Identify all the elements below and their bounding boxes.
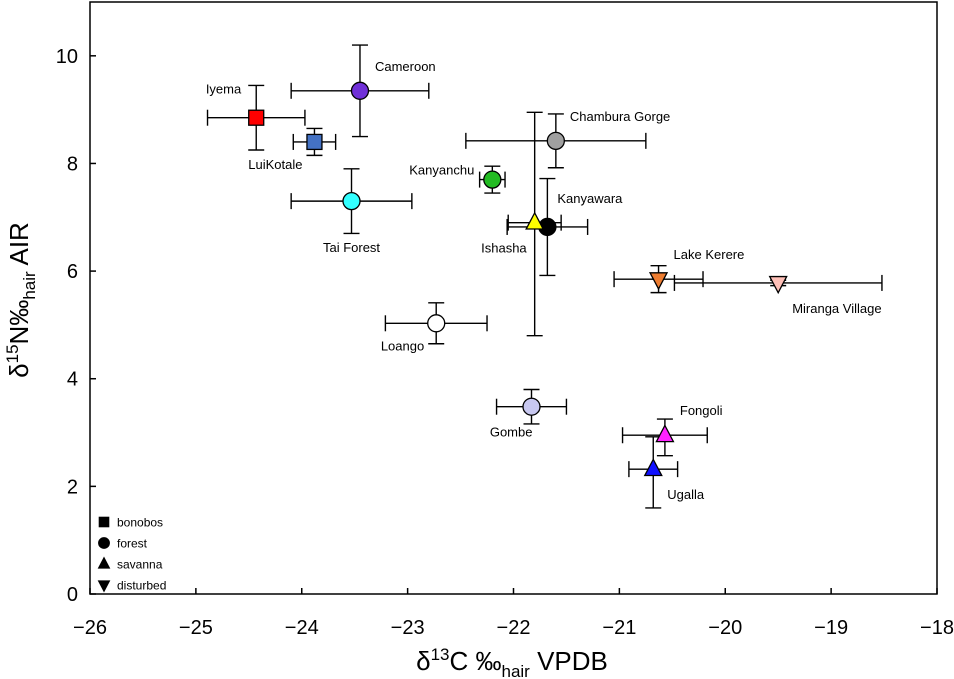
x-tick-label: −18 [920, 617, 954, 639]
marker-luikotale [306, 133, 323, 151]
x-tick-label: −20 [708, 617, 742, 639]
legend-label-bonobos: bonobos [117, 516, 163, 530]
point-label-tai-forest: Tai Forest [323, 240, 380, 255]
legend-label-forest: forest [117, 537, 148, 551]
y-tick-label: 6 [67, 261, 78, 283]
legend-label-disturbed: disturbed [117, 579, 166, 593]
legend-marker-disturbed [97, 580, 111, 593]
point-label-loango: Loango [381, 338, 424, 353]
x-axis-title: δ13C ‰hair VPDB [416, 645, 608, 679]
marker-tai-forest [342, 191, 361, 211]
x-tick-label: −22 [497, 617, 531, 639]
y-tick-label: 4 [67, 369, 78, 391]
point-label-miranga-village: Miranga Village [792, 301, 881, 316]
x-tick-label: −21 [602, 617, 636, 639]
point-label-ishasha: Ishasha [481, 241, 527, 256]
x-tick-label: −19 [814, 617, 848, 639]
y-tick-label: 2 [67, 476, 78, 498]
legend-marker-forest [98, 537, 110, 549]
x-tick-label: −23 [391, 617, 425, 639]
marker-fongoli [655, 424, 675, 443]
marker-cameroon [350, 81, 370, 100]
marker-kanyanchu [483, 170, 502, 189]
y-tick-label: 8 [67, 153, 78, 175]
point-label-luikotale: LuiKotale [248, 157, 302, 172]
y-axis-ticks: 0 2 4 6 8 10 [56, 46, 96, 606]
point-label-fongoli: Fongoli [680, 403, 723, 418]
point-labels-layer: Iyema LuiKotale Cameroon Tai Forest Kanyanch… [206, 59, 882, 502]
point-label-gombe: Gombe [490, 425, 533, 440]
marker-lake-kerere [648, 272, 669, 291]
legend: bonobos forest savanna disturbed [97, 516, 166, 593]
marker-ugalla [643, 457, 663, 477]
point-label-lake-kerere: Lake Kerere [674, 247, 745, 262]
marker-miranga-village [768, 275, 788, 295]
y-axis-title: δ15N‰hair AIR [3, 222, 39, 378]
marker-gombe [522, 397, 541, 416]
y-tick-label: 10 [56, 46, 78, 68]
marker-ishasha [525, 211, 545, 230]
x-tick-label: −25 [179, 617, 213, 639]
point-label-iyema: Iyema [206, 82, 242, 97]
marker-iyema [248, 109, 265, 126]
legend-label-savanna: savanna [117, 558, 163, 572]
legend-marker-savanna [97, 556, 111, 569]
legend-marker-bonobos [98, 516, 110, 528]
point-label-cameroon: Cameroon [375, 59, 436, 74]
point-label-kanyanchu: Kanyanchu [409, 163, 474, 178]
point-label-kanyawara: Kanyawara [557, 191, 623, 206]
markers-layer [248, 81, 788, 477]
marker-loango [427, 314, 446, 333]
point-label-ugalla: Ugalla [667, 487, 705, 502]
x-axis-ticks: −26 −25 −24 −23 −22 −21 −20 −19 −18 [73, 588, 954, 639]
point-label-chambura-gorge: Chambura Gorge [570, 109, 670, 124]
x-tick-label: −26 [73, 617, 107, 639]
y-tick-label: 0 [67, 584, 78, 606]
marker-chambura-gorge [546, 131, 565, 151]
x-tick-label: −24 [285, 617, 319, 639]
